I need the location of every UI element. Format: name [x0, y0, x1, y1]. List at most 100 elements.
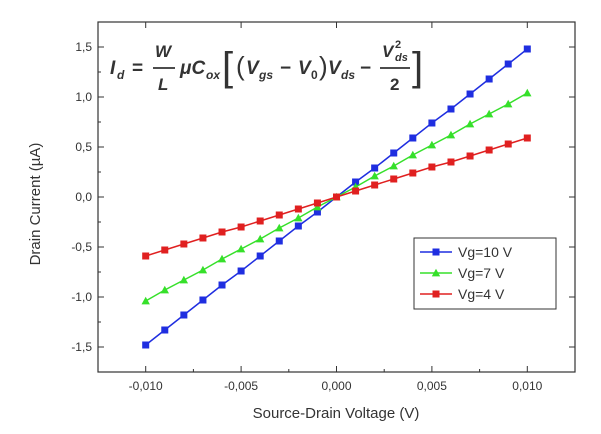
data-point: [275, 237, 283, 245]
data-point: [313, 202, 322, 211]
legend-marker: [431, 268, 441, 277]
data-point: [180, 311, 188, 319]
y-tick-label: 1,5: [75, 40, 92, 54]
y-tick-label: 0,5: [75, 140, 92, 154]
legend-marker: [432, 248, 440, 256]
data-point: [237, 267, 245, 275]
data-point: [504, 140, 512, 148]
svg-text:[: [: [222, 45, 233, 89]
legend-item: Vg=4 V: [420, 286, 505, 302]
data-point: [313, 199, 321, 207]
data-point: [294, 222, 302, 230]
data-point: [484, 109, 494, 118]
data-point: [485, 75, 493, 83]
data-point: [504, 60, 512, 68]
svg-text:): ): [319, 51, 328, 81]
legend-label: Vg=7 V: [458, 265, 505, 281]
legend-label: Vg=10 V: [458, 244, 513, 260]
data-point: [218, 281, 226, 289]
series-layer: [141, 45, 532, 349]
data-point: [313, 208, 321, 216]
data-point: [447, 158, 455, 166]
axes: -0,010 -0,005 0,000 0,005 0,010 -1,5 -1,0 -0,5 0…: [71, 21, 576, 393]
x-axis-title: Source-Drain Voltage (V): [253, 405, 420, 422]
svg-text:V: V: [246, 58, 260, 79]
data-point: [352, 178, 360, 186]
svg-text:−: −: [280, 58, 291, 79]
svg-text:V: V: [382, 42, 395, 61]
y-tick-label: -1,5: [71, 340, 92, 354]
data-point: [523, 88, 532, 97]
data-point: [504, 99, 513, 108]
data-point: [275, 223, 284, 232]
data-point: [465, 119, 475, 128]
data-point: [447, 105, 455, 113]
data-point: [370, 171, 379, 180]
data-point: [199, 234, 207, 242]
svg-text:L: L: [158, 75, 168, 94]
data-point: [199, 296, 207, 304]
svg-text:μC: μC: [179, 58, 205, 79]
data-point: [428, 163, 436, 171]
data-point: [255, 234, 265, 243]
y-tick-label: 1,0: [75, 90, 92, 104]
svg-text:ds: ds: [341, 68, 355, 82]
svg-text:2: 2: [390, 75, 399, 94]
data-point: [523, 134, 531, 142]
svg-text:ox: ox: [206, 68, 221, 82]
data-point: [371, 164, 379, 172]
svg-text:ds: ds: [395, 52, 408, 64]
data-point: [446, 130, 456, 139]
data-point: [294, 205, 302, 213]
svg-text:d: d: [117, 68, 125, 82]
data-point: [428, 119, 436, 127]
data-point: [389, 161, 398, 170]
data-point: [161, 326, 169, 334]
svg-text:]: ]: [412, 45, 423, 89]
data-point: [466, 90, 474, 98]
svg-text:−: −: [360, 58, 371, 79]
data-point: [236, 244, 246, 253]
data-point: [333, 193, 340, 201]
equation-annotation: I d = W L μC ox [ ( V gs − V 0 ) V ds − …: [110, 39, 423, 94]
data-point: [141, 296, 150, 305]
svg-text:(: (: [236, 51, 245, 81]
data-point: [142, 252, 150, 260]
data-point: [466, 152, 474, 160]
y-tick-label: -0,5: [71, 240, 92, 254]
data-point: [275, 211, 283, 219]
data-point: [352, 187, 360, 195]
data-point: [371, 181, 379, 189]
legend-item: Vg=7 V: [420, 265, 505, 281]
data-point: [485, 146, 493, 154]
data-point: [390, 175, 398, 183]
y-tick-label: 0,0: [75, 190, 92, 204]
svg-text:I: I: [110, 58, 116, 79]
data-point: [180, 240, 188, 248]
y-tick-label: -1,0: [71, 290, 92, 304]
x-tick-label: 0,010: [512, 379, 542, 393]
x-tick-label: 0,000: [321, 379, 351, 393]
x-tick-label: -0,010: [129, 379, 163, 393]
svg-text:V: V: [298, 58, 312, 79]
legend: Vg=10 V Vg=7 V Vg=4 V: [413, 237, 557, 310]
series-vg-4-v: [142, 134, 531, 260]
data-point: [160, 285, 169, 294]
svg-text:=: =: [132, 58, 143, 79]
x-tick-label: -0,005: [224, 379, 258, 393]
data-point: [427, 140, 437, 149]
data-point: [409, 134, 417, 142]
data-point: [142, 341, 150, 349]
data-point: [237, 223, 245, 231]
data-point: [256, 252, 264, 260]
data-point: [161, 246, 169, 254]
data-point: [217, 254, 227, 263]
data-point: [179, 275, 189, 284]
svg-text:V: V: [328, 58, 342, 79]
legend-item: Vg=10 V: [420, 244, 513, 260]
legend-marker: [432, 290, 440, 298]
data-point: [294, 213, 303, 222]
x-tick-label: 0,005: [417, 379, 447, 393]
data-point: [523, 45, 531, 53]
